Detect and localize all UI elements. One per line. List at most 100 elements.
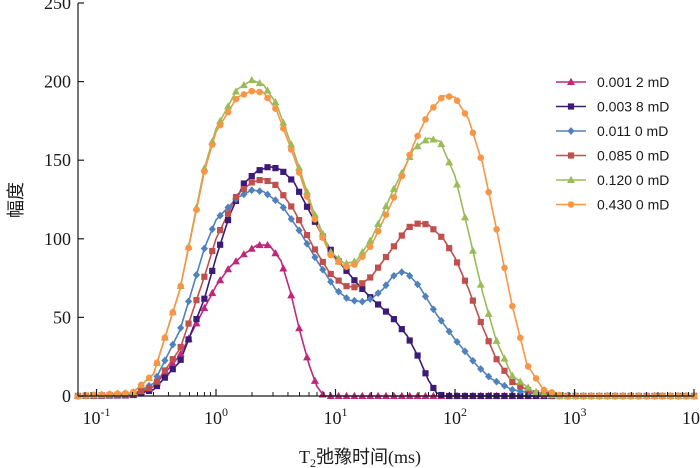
data-point (413, 142, 422, 150)
data-point (390, 243, 397, 250)
data-point (382, 281, 390, 290)
x-axis-title: T2弛豫时间(ms) (299, 447, 421, 468)
data-point (279, 118, 288, 126)
data-point (169, 356, 176, 363)
data-point (255, 78, 264, 87)
data-point (216, 116, 225, 125)
data-point (192, 319, 201, 327)
data-point (374, 219, 383, 227)
data-point (375, 301, 382, 308)
data-point (548, 389, 556, 396)
data-point (437, 94, 445, 102)
legend-marker (567, 77, 575, 85)
data-point (279, 264, 288, 272)
data-point (422, 221, 429, 228)
data-point (509, 378, 516, 386)
data-point (239, 250, 248, 258)
data-point (350, 296, 359, 305)
data-point (295, 226, 303, 235)
data-point (256, 177, 263, 184)
data-point (366, 243, 374, 250)
data-point (200, 303, 209, 312)
data-point (556, 391, 564, 399)
data-point (382, 211, 390, 219)
data-point (176, 349, 185, 357)
legend-item: 0.011 0 mD (556, 123, 668, 139)
data-point (358, 248, 367, 256)
data-point (327, 270, 334, 278)
data-point (129, 388, 137, 396)
data-point (208, 141, 216, 148)
data-point (184, 297, 193, 306)
data-point (216, 211, 224, 220)
y-tick-label: 0 (62, 386, 71, 406)
data-point (327, 251, 335, 259)
data-point (414, 352, 421, 359)
data-point (256, 167, 263, 174)
data-point (216, 276, 225, 284)
data-point (437, 316, 445, 325)
data-point (177, 282, 184, 290)
y-axis-title: 幅度 (6, 182, 26, 218)
data-point (240, 91, 248, 98)
data-point (517, 383, 524, 390)
data-point (453, 337, 461, 346)
series-line-2 (77, 165, 694, 397)
data-point (255, 240, 264, 249)
data-point (351, 261, 358, 268)
data-point (240, 180, 247, 187)
legend-item: 0.430 0 mD (556, 197, 669, 213)
data-point (295, 169, 303, 176)
data-point (280, 192, 287, 199)
legend-label: 0.003 8 mD (597, 99, 669, 115)
data-point (366, 295, 374, 303)
data-point (279, 203, 287, 212)
data-point (303, 187, 312, 195)
data-point (224, 203, 232, 212)
legend-marker (567, 175, 575, 183)
data-point (508, 385, 516, 394)
data-point (177, 343, 184, 351)
data-point (224, 102, 233, 110)
data-point (421, 136, 430, 144)
y-tick-label: 50 (53, 307, 71, 327)
legend-marker (567, 103, 575, 110)
data-point (161, 334, 169, 341)
data-point (438, 233, 445, 240)
data-point (358, 297, 366, 306)
data-point (310, 210, 319, 218)
data-point (469, 129, 477, 137)
y-tick-label: 150 (44, 150, 71, 170)
data-point (501, 264, 508, 272)
legend-item: 0.085 0 mD (556, 148, 669, 164)
data-point (256, 88, 263, 96)
data-point (201, 273, 208, 280)
data-point (437, 139, 446, 148)
data-point (248, 186, 256, 195)
data-point (201, 295, 208, 302)
data-point (217, 241, 224, 248)
data-point (493, 356, 500, 363)
data-point (271, 98, 280, 106)
data-point (208, 288, 217, 297)
data-point (98, 391, 105, 398)
data-point (382, 202, 390, 210)
data-point (476, 280, 485, 288)
legend-marker (567, 152, 575, 159)
data-point (468, 246, 477, 254)
legend-marker (567, 127, 575, 135)
data-point (272, 181, 279, 188)
axes-group: 0 50 100 150 200 250 10-1 100 101 102 103 104 T2弛豫时间… (6, 0, 700, 468)
data-point (359, 253, 366, 260)
legend-label: 0.085 0 mD (597, 148, 669, 164)
data-point (413, 280, 422, 289)
data-point (429, 135, 438, 143)
data-point (193, 297, 200, 304)
data-point (287, 140, 296, 148)
x-tick-label: 101 (324, 405, 348, 428)
x-tick-label: 104 (682, 405, 700, 428)
data-point (161, 367, 168, 374)
data-point (209, 247, 216, 255)
data-point (216, 121, 224, 129)
data-point (406, 151, 413, 159)
